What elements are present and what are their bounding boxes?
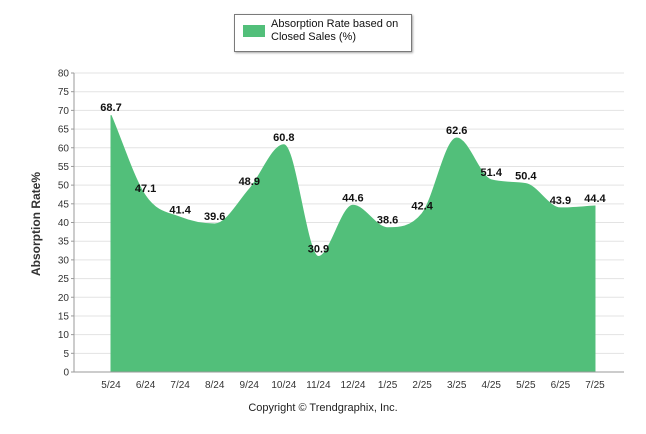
data-label: 44.4 bbox=[584, 193, 606, 205]
x-tick-label: 7/24 bbox=[170, 380, 190, 391]
y-tick-label: 65 bbox=[58, 125, 70, 136]
y-tick-label: 35 bbox=[58, 237, 70, 248]
x-tick-label: 5/25 bbox=[516, 380, 536, 391]
data-label: 38.6 bbox=[377, 215, 398, 227]
area-series bbox=[110, 115, 596, 373]
data-label: 41.4 bbox=[169, 204, 191, 216]
y-tick-label: 55 bbox=[58, 162, 70, 173]
y-tick-label: 5 bbox=[63, 349, 69, 360]
data-label: 48.9 bbox=[239, 176, 260, 188]
data-label: 43.9 bbox=[550, 195, 571, 207]
data-labels: 68.7 47.1 41.4 39.6 48.9 60.8 30.9 44.6 38.6 42.4… bbox=[100, 102, 606, 255]
y-axis-title: Absorption Rate% bbox=[29, 171, 43, 277]
y-tick-label: 0 bbox=[63, 368, 69, 379]
x-tick-label: 10/24 bbox=[271, 380, 296, 391]
data-label: 39.6 bbox=[204, 211, 225, 223]
copyright-notice: Copyright © Trendgraphix, Inc. bbox=[248, 402, 398, 414]
data-label: 44.6 bbox=[342, 192, 363, 204]
x-tick-label: 9/24 bbox=[240, 380, 260, 391]
y-tick-label: 25 bbox=[58, 274, 70, 285]
y-tick-label: 45 bbox=[58, 199, 70, 210]
y-tick-label: 30 bbox=[58, 255, 70, 266]
y-tick-label: 10 bbox=[58, 330, 70, 341]
x-tick-label: 5/24 bbox=[101, 380, 121, 391]
y-tick-label: 50 bbox=[58, 181, 70, 192]
x-tick-labels: 5/24 6/24 7/24 8/24 9/24 10/24 11/24 12/24 1/25 2… bbox=[101, 380, 605, 391]
data-label: 47.1 bbox=[135, 183, 156, 195]
data-label: 60.8 bbox=[273, 132, 294, 144]
x-tick-label: 11/24 bbox=[306, 380, 331, 391]
x-tick-label: 8/24 bbox=[205, 380, 225, 391]
x-tick-label: 1/25 bbox=[378, 380, 398, 391]
x-tick-label: 2/25 bbox=[412, 380, 432, 391]
y-tick-label: 40 bbox=[58, 218, 70, 229]
y-tick-label: 20 bbox=[58, 293, 70, 304]
data-label: 51.4 bbox=[481, 167, 503, 179]
y-tick-label: 60 bbox=[58, 143, 70, 154]
axes bbox=[71, 72, 624, 373]
x-tick-label: 4/25 bbox=[482, 380, 502, 391]
legend-swatch bbox=[243, 25, 265, 37]
x-tick-label: 12/24 bbox=[340, 380, 365, 391]
y-tick-label: 75 bbox=[58, 87, 70, 98]
data-label: 68.7 bbox=[100, 102, 121, 114]
data-label: 50.4 bbox=[515, 171, 537, 183]
y-tick-label: 80 bbox=[58, 69, 70, 80]
data-label: 42.4 bbox=[411, 201, 433, 213]
data-label: 30.9 bbox=[308, 244, 329, 256]
x-tick-label: 7/25 bbox=[585, 380, 605, 391]
legend: Absorption Rate based on Closed Sales (%… bbox=[234, 14, 412, 52]
data-label: 62.6 bbox=[446, 125, 467, 137]
y-tick-labels: 0 5 10 15 20 25 30 35 40 45 50 55 60 65 70 75 80 bbox=[58, 69, 70, 379]
legend-label: Absorption Rate based on Closed Sales (%… bbox=[271, 18, 399, 43]
x-tick-label: 6/25 bbox=[551, 380, 571, 391]
x-tick-label: 3/25 bbox=[447, 380, 467, 391]
y-tick-label: 15 bbox=[58, 311, 70, 322]
y-tick-label: 70 bbox=[58, 106, 70, 117]
area-fill bbox=[110, 115, 596, 373]
x-tick-label: 6/24 bbox=[136, 380, 156, 391]
